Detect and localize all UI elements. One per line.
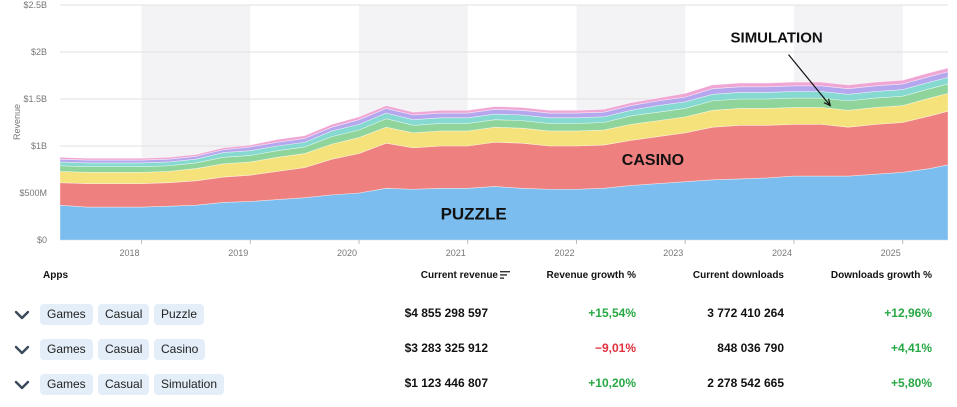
tag-chip[interactable]: Casual bbox=[98, 339, 150, 360]
x-tick-label: 2019 bbox=[228, 248, 248, 258]
downloads-growth-cell: +12,96% bbox=[884, 306, 932, 320]
x-tick-label: 2018 bbox=[120, 248, 140, 258]
y-tick-label: $1.5B bbox=[23, 94, 47, 104]
annotation-casino: CASINO bbox=[622, 152, 684, 169]
x-tick-label: 2022 bbox=[554, 248, 574, 258]
x-tick-label: 2020 bbox=[337, 248, 357, 258]
header-apps: Apps bbox=[43, 270, 68, 281]
tag-chip[interactable]: Casual bbox=[98, 374, 150, 395]
chevron-down-icon[interactable] bbox=[14, 343, 30, 355]
tag-chip[interactable]: Puzzle bbox=[154, 304, 205, 325]
x-tick-label: 2024 bbox=[772, 248, 792, 258]
current-revenue-cell: $3 283 325 912 bbox=[404, 341, 488, 355]
y-tick-label: $0 bbox=[37, 235, 47, 245]
downloads-growth-cell: +4,41% bbox=[890, 341, 932, 355]
chevron-down-icon[interactable] bbox=[14, 378, 30, 390]
tag-chip[interactable]: Casino bbox=[154, 339, 206, 360]
x-tick-label: 2025 bbox=[881, 248, 901, 258]
revenue-stacked-area-chart: $0 $500M $1B $1.5B $2B $2.5B 2018 2019 2020 2021… bbox=[12, 0, 949, 258]
tag-chip[interactable]: Casual bbox=[98, 304, 150, 325]
revenue-growth-cell: +15,54% bbox=[588, 306, 636, 320]
current-downloads-cell: 3 772 410 264 bbox=[707, 306, 784, 320]
header-current-downloads: Current downloads bbox=[692, 270, 784, 281]
header-downloads-growth: Downloads growth % bbox=[830, 270, 932, 281]
y-axis-label: Revenue bbox=[12, 104, 22, 140]
table-row: Games Casual Simulation $1 123 446 807 +10,2… bbox=[0, 371, 957, 399]
current-downloads-cell: 848 036 790 bbox=[717, 341, 784, 355]
area-series-layer-7 bbox=[59, 67, 949, 161]
header-revenue-growth: Revenue growth % bbox=[546, 270, 636, 281]
chevron-down-icon[interactable] bbox=[14, 308, 30, 320]
apps-table: Apps Current revenue Revenue growth % Cu… bbox=[0, 262, 957, 407]
annotation-arrow bbox=[788, 54, 831, 106]
annotation-simulation: SIMULATION bbox=[731, 30, 823, 47]
current-revenue-cell: $4 855 298 597 bbox=[404, 306, 488, 320]
tag-chip[interactable]: Simulation bbox=[154, 374, 225, 395]
tag-chip[interactable]: Games bbox=[40, 304, 93, 325]
tag-chip[interactable]: Games bbox=[40, 374, 93, 395]
table-row: Games Casual Puzzle $4 855 298 597 +15,54% 3 … bbox=[0, 301, 957, 329]
x-tick-label: 2023 bbox=[663, 248, 683, 258]
y-tick-label: $2.5B bbox=[23, 0, 47, 10]
sort-desc-icon[interactable] bbox=[500, 271, 510, 280]
downloads-growth-cell: +5,80% bbox=[890, 376, 932, 390]
header-current-revenue-label: Current revenue bbox=[420, 270, 498, 281]
revenue-growth-cell: −9,01% bbox=[594, 341, 636, 355]
header-current-revenue[interactable]: Current revenue bbox=[400, 270, 510, 284]
current-revenue-cell: $1 123 446 807 bbox=[404, 376, 488, 390]
y-tick-label: $1B bbox=[31, 141, 47, 151]
tag-chip[interactable]: Games bbox=[40, 339, 93, 360]
y-tick-label: $500M bbox=[19, 188, 47, 198]
current-downloads-cell: 2 278 542 665 bbox=[707, 376, 784, 390]
table-row: Games Casual Casino $3 283 325 912 −9,01% 848… bbox=[0, 336, 957, 364]
revenue-growth-cell: +10,20% bbox=[588, 376, 636, 390]
x-tick-label: 2021 bbox=[446, 248, 466, 258]
y-tick-label: $2B bbox=[31, 47, 47, 57]
annotation-puzzle: PUZZLE bbox=[441, 204, 507, 223]
annotation-arrowhead bbox=[823, 98, 832, 107]
